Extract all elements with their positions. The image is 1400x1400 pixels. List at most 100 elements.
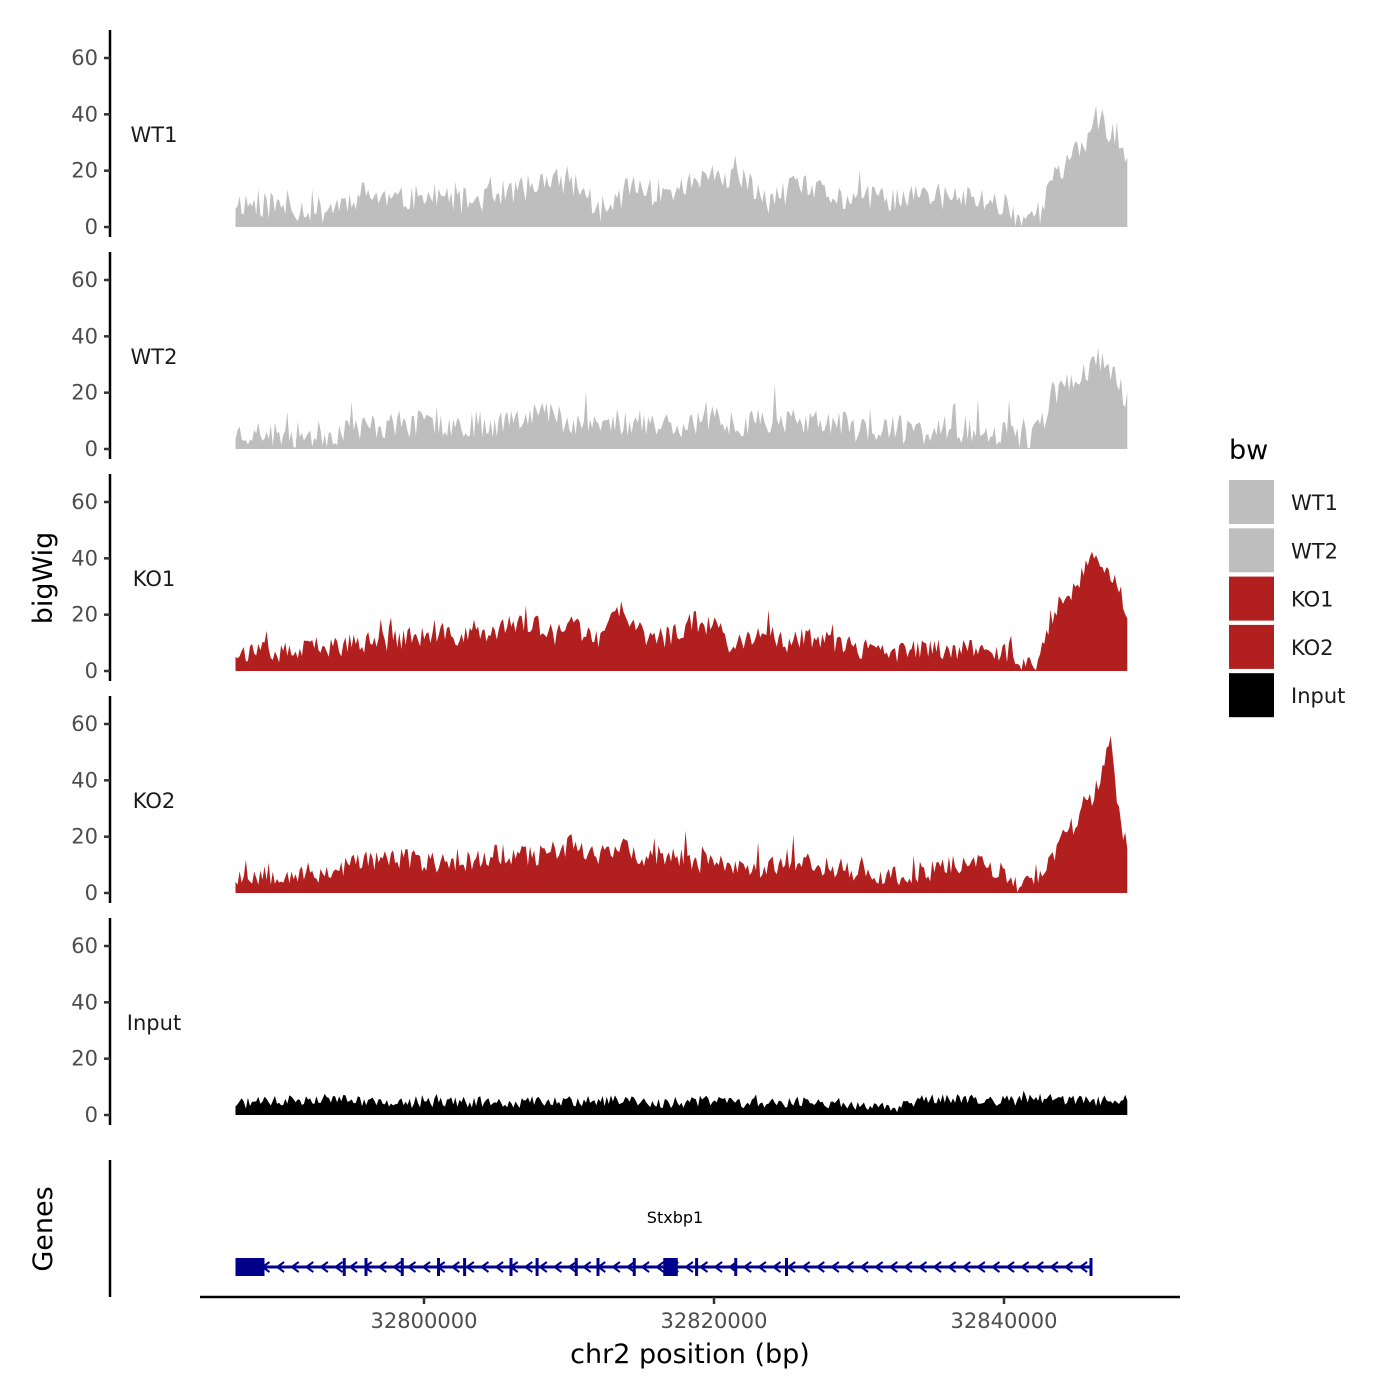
- exon-small: [574, 1258, 578, 1276]
- x-axis: 32800000 32820000 32840000: [200, 1295, 1180, 1333]
- exon: [663, 1258, 678, 1276]
- y-tick-label: 20: [71, 825, 98, 849]
- exon-small: [437, 1258, 440, 1276]
- strand-arrow: [319, 1261, 329, 1273]
- legend-label-input: Input: [1291, 684, 1345, 708]
- y-tick-label: 60: [71, 934, 98, 958]
- legend-label-ko1: KO1: [1291, 588, 1334, 612]
- track-label-wt1: WT1: [131, 123, 178, 147]
- strand-arrow: [1078, 1261, 1088, 1273]
- strand-arrow: [348, 1261, 358, 1273]
- legend-key-wt2: [1229, 528, 1274, 573]
- strand-arrow: [844, 1261, 855, 1273]
- strand-arrow: [421, 1261, 431, 1273]
- strand-arrow: [742, 1261, 752, 1273]
- strand-arrow: [611, 1261, 621, 1273]
- legend: bw WT1 WT2 KO1 KO2 Input: [1229, 435, 1345, 718]
- track-wt2: 0 20 40 60 WT2: [71, 252, 1128, 461]
- y-tick-label: 60: [71, 268, 98, 292]
- y-tick-label: 60: [71, 46, 98, 70]
- exon-small: [400, 1258, 404, 1276]
- strand-arrow: [800, 1261, 811, 1273]
- y-tick-label: 20: [71, 1047, 98, 1071]
- exon-small: [596, 1258, 600, 1276]
- exon-small: [342, 1258, 346, 1276]
- strand-arrow: [961, 1261, 971, 1273]
- exon-small: [463, 1258, 467, 1276]
- strand-arrow: [581, 1261, 592, 1273]
- coverage-area-wt2: [235, 347, 1128, 449]
- strand-arrow: [625, 1261, 636, 1273]
- legend-label-wt2: WT2: [1291, 539, 1338, 563]
- y-tick-label: 40: [71, 768, 98, 792]
- y-tick-label: 20: [71, 603, 98, 627]
- strand-arrow: [771, 1261, 782, 1273]
- y-axis-title: bigWig: [28, 532, 59, 625]
- y-tick-label: 0: [85, 659, 98, 683]
- strand-arrow: [392, 1261, 402, 1273]
- coverage-area-ko2: [235, 735, 1128, 893]
- strand-arrow: [406, 1261, 417, 1273]
- strand-arrow: [640, 1261, 650, 1273]
- strand-arrow: [946, 1261, 957, 1273]
- strand-arrow: [684, 1261, 694, 1273]
- y-tick-label: 0: [85, 1103, 98, 1127]
- strand-arrow: [304, 1261, 314, 1273]
- exon-small: [632, 1258, 636, 1276]
- y-tick-label: 60: [71, 490, 98, 514]
- strand-arrow: [538, 1261, 548, 1273]
- strand-arrow: [1063, 1261, 1074, 1273]
- track-label-ko1: KO1: [133, 567, 176, 591]
- exon-small: [785, 1258, 788, 1276]
- exon: [235, 1258, 265, 1276]
- track-input: 0 20 40 60 Input: [71, 918, 1128, 1127]
- y-tick-label: 60: [71, 712, 98, 736]
- track-label-ko2: KO2: [133, 789, 176, 813]
- strand-arrow: [1019, 1261, 1030, 1273]
- legend-label-ko2: KO2: [1291, 636, 1334, 660]
- strand-arrow: [757, 1261, 767, 1273]
- track-ko2: 0 20 40 60 KO2: [71, 696, 1128, 905]
- strand-arrow: [990, 1261, 1001, 1273]
- strand-arrow: [494, 1261, 504, 1273]
- coverage-area-ko1: [235, 551, 1128, 671]
- legend-key-ko2: [1229, 624, 1274, 669]
- strand-arrow: [465, 1261, 475, 1273]
- coverage-area-input: [235, 1090, 1128, 1115]
- strand-arrow: [479, 1261, 490, 1273]
- strand-arrow: [333, 1261, 344, 1273]
- x-tick-label: 32840000: [951, 1309, 1058, 1333]
- strand-arrow: [289, 1261, 300, 1273]
- strand-arrow: [713, 1261, 723, 1273]
- strand-arrow: [859, 1261, 869, 1273]
- strand-arrow: [917, 1261, 928, 1273]
- strand-arrow: [888, 1261, 898, 1273]
- exon-small: [734, 1258, 738, 1276]
- y-tick-label: 20: [71, 159, 98, 183]
- strand-arrow: [552, 1261, 563, 1273]
- strand-arrow: [830, 1261, 840, 1273]
- strand-arrow: [1005, 1261, 1015, 1273]
- genes-panel: Genes Stxbp1: [28, 1160, 1093, 1297]
- exon-small: [509, 1258, 513, 1276]
- y-tick-label: 0: [85, 215, 98, 239]
- legend-key-input: [1229, 673, 1274, 718]
- strand-arrow: [523, 1261, 533, 1273]
- legend-key-ko1: [1229, 576, 1274, 621]
- strand-arrow: [932, 1261, 942, 1273]
- track-label-input: Input: [127, 1011, 181, 1035]
- strand-arrow: [786, 1261, 796, 1273]
- strand-arrow: [567, 1261, 577, 1273]
- strand-arrow: [815, 1261, 825, 1273]
- strand-arrow: [903, 1261, 913, 1273]
- genes-axis-title: Genes: [28, 1186, 59, 1271]
- x-tick-label: 32800000: [371, 1309, 478, 1333]
- legend-key-wt1: [1229, 480, 1274, 524]
- x-axis-title: chr2 position (bp): [570, 1339, 810, 1370]
- strand-arrow: [654, 1261, 665, 1273]
- strand-arrow: [976, 1261, 986, 1273]
- track-ko1: 0 20 40 60 KO1: [71, 474, 1128, 683]
- exon-small: [364, 1258, 368, 1276]
- y-tick-label: 20: [71, 381, 98, 405]
